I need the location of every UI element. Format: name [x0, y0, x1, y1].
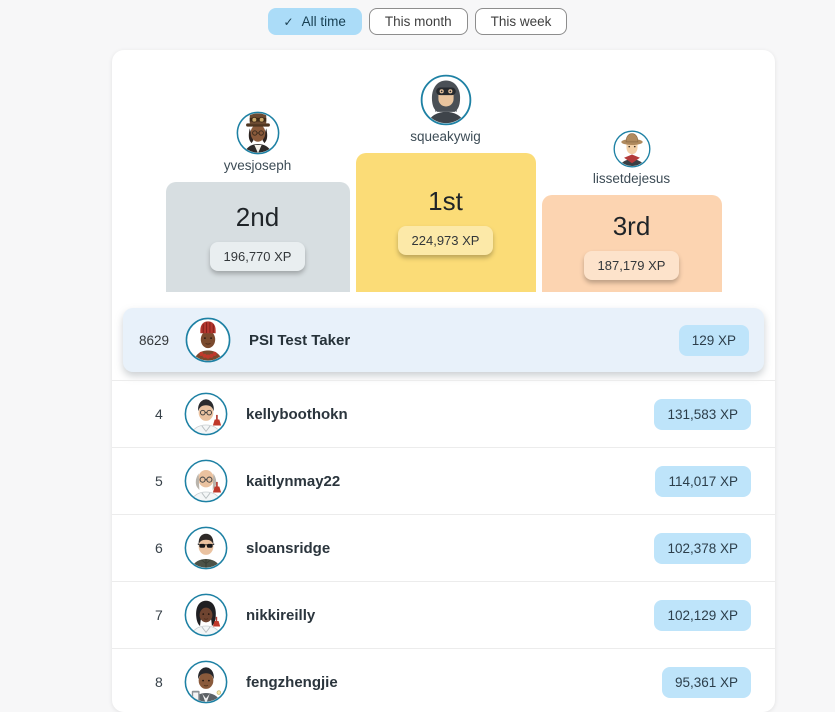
time-filter-bar: ✓ All time This month This week [0, 8, 835, 35]
leaderboard-row[interactable]: 8 fengzhengjie 95,361 XP [112, 648, 775, 712]
leaderboard-row[interactable]: 5 kaitlynmay22 114,017 XP [112, 447, 775, 514]
row-username: kellyboothokn [246, 405, 348, 423]
podium-first-place-label: 1st [428, 186, 463, 216]
podium-first-bar: 1st 224,973 XP [355, 153, 536, 292]
filter-all-time[interactable]: ✓ All time [267, 8, 362, 35]
avatar-first-place [420, 74, 472, 126]
avatar-current-user [185, 317, 231, 363]
podium-third-place-label: 3rd [612, 211, 651, 241]
current-user-rank: 8629 [139, 332, 170, 348]
check-icon: ✓ [283, 14, 294, 29]
filter-this-month-label: This month [384, 14, 452, 29]
row-xp-badge: 131,583 XP [654, 398, 751, 430]
row-rank: 5 [155, 473, 163, 489]
avatar-clipboard-suit [184, 660, 228, 704]
podium-first-place[interactable]: squeakywig 1st 224,973 XP [355, 74, 536, 292]
filter-all-time-label: All time [301, 14, 346, 29]
podium-second-place-label: 2nd [235, 202, 280, 232]
current-user-row[interactable]: 8629 PSI Test Taker 129 XP [123, 308, 764, 372]
row-xp-badge: 114,017 XP [655, 465, 751, 497]
avatar-third-place [613, 130, 651, 168]
row-rank: 4 [155, 406, 163, 422]
row-rank: 8 [155, 674, 163, 690]
filter-this-week[interactable]: This week [474, 8, 568, 35]
leaderboard-row[interactable]: 7 nikkireilly 102,129 XP [112, 581, 775, 648]
leaderboard-row[interactable]: 6 sloansridge 102,378 XP [112, 514, 775, 581]
podium: yvesjoseph 2nd 196,770 XP squeakywig 1st… [112, 50, 775, 292]
podium-second-place[interactable]: yvesjoseph 2nd 196,770 XP [165, 111, 350, 292]
current-user-name: PSI Test Taker [249, 331, 351, 349]
row-xp-badge: 102,378 XP [654, 532, 751, 564]
avatar-scientist-woman [184, 593, 228, 637]
leaderboard-rows: 4 kellyboothokn 131,583 XP 5 kaitlynmay2… [112, 380, 775, 712]
leaderboard-card: yvesjoseph 2nd 196,770 XP squeakywig 1st… [112, 50, 775, 712]
podium-second-username: yvesjoseph [223, 158, 292, 173]
row-username: fengzhengjie [246, 673, 338, 691]
podium-first-username: squeakywig [410, 129, 481, 144]
row-xp-badge: 102,129 XP [654, 599, 751, 631]
podium-third-bar: 3rd 187,179 XP [541, 195, 722, 292]
row-rank: 7 [155, 607, 163, 623]
avatar-second-place [236, 111, 280, 155]
leaderboard-row[interactable]: 4 kellyboothokn 131,583 XP [112, 380, 775, 447]
avatar-officer-sunglasses [184, 526, 228, 570]
filter-this-month[interactable]: This month [368, 8, 468, 35]
podium-first-xp-badge: 224,973 XP [397, 226, 494, 255]
row-xp-badge: 95,361 XP [661, 666, 751, 698]
filter-this-week-label: This week [490, 14, 552, 29]
row-rank: 6 [155, 540, 163, 556]
avatar-scientist-dark-hair [184, 392, 228, 436]
podium-third-place[interactable]: lissetdejesus 3rd 187,179 XP [541, 130, 722, 292]
row-username: sloansridge [246, 539, 331, 557]
podium-second-bar: 2nd 196,770 XP [165, 182, 350, 292]
row-username: kaitlynmay22 [246, 472, 341, 490]
row-username: nikkireilly [246, 606, 316, 624]
podium-third-xp-badge: 187,179 XP [583, 251, 680, 280]
podium-third-username: lissetdejesus [592, 171, 671, 186]
avatar-scientist-bald-glasses [184, 459, 228, 503]
podium-second-xp-badge: 196,770 XP [209, 242, 306, 271]
current-user-xp-badge: 129 XP [678, 324, 749, 356]
